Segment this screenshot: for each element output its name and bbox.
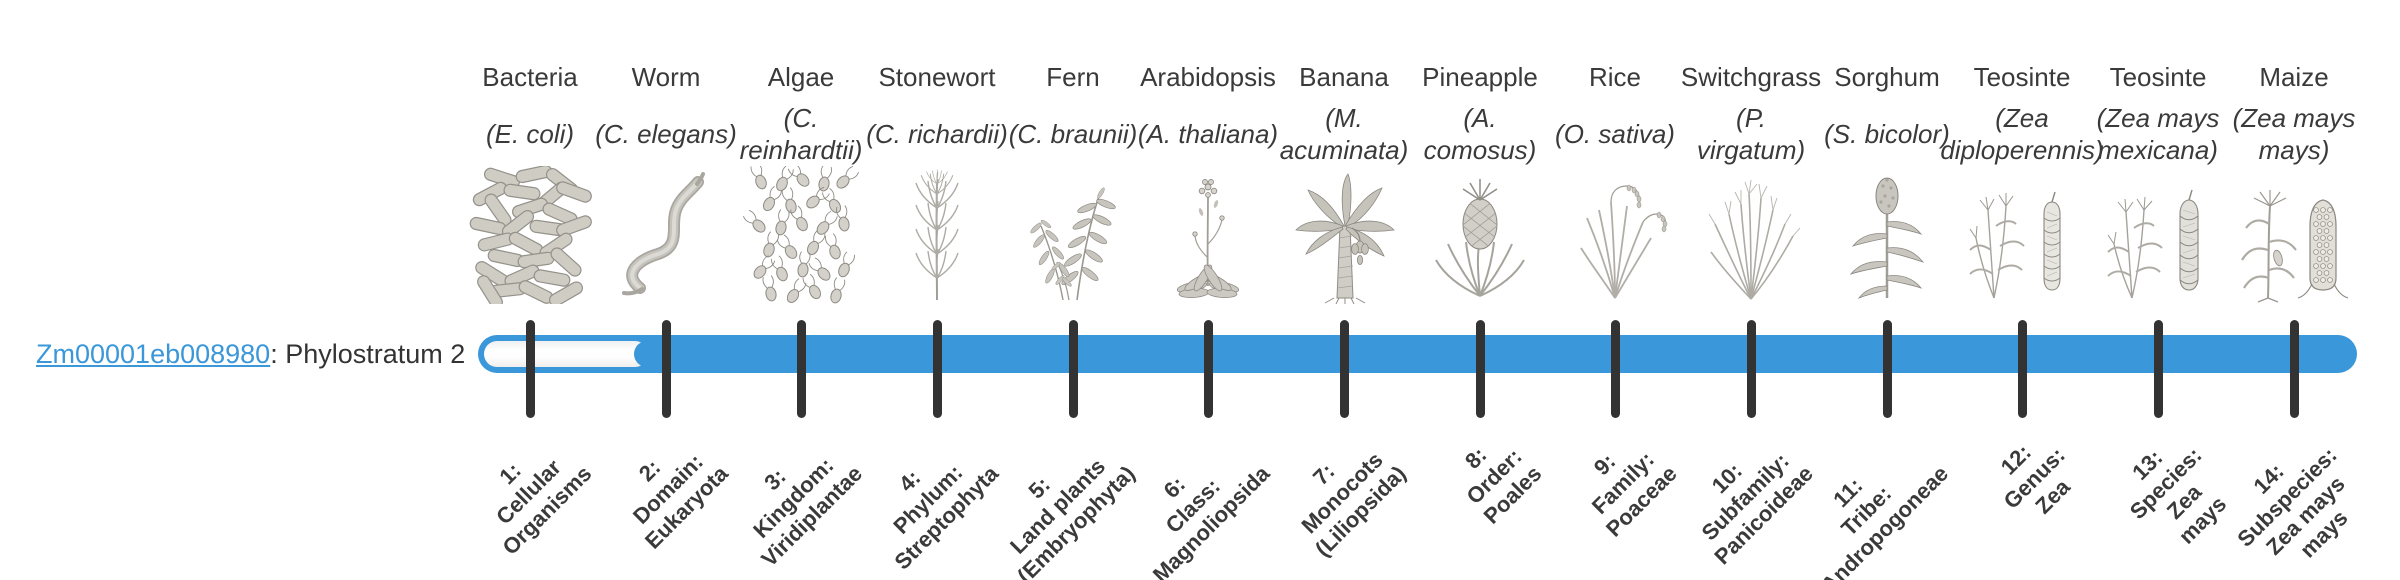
phylostrata-bar	[478, 335, 2357, 373]
organism-common-name: Banana	[1299, 62, 1389, 92]
organism-scientific-name: (C. elegans)	[595, 118, 737, 149]
organism-scientific-name: (Zea mays mexicana)	[2096, 102, 2220, 166]
organism-common-name: Rice	[1588, 62, 1641, 92]
rice-icon	[1580, 184, 1668, 299]
phylostratum-tick	[1882, 320, 1892, 418]
stratum-label: 14: Subspecies: Zea mays mays	[2232, 442, 2353, 563]
organism-common-name: Algae	[767, 62, 835, 92]
phylostratum-tick	[1068, 320, 1078, 418]
stratum-label: 13: Species: Zea mays	[2124, 442, 2231, 549]
phylostratum-tick	[796, 320, 806, 418]
organism-scientific-name: (O. sativa)	[1555, 118, 1675, 149]
organism-scientific-name: (M. acuminata)	[1279, 102, 1409, 166]
organism-common-name: Stonewort	[878, 62, 996, 92]
organism-icon-box	[1960, 164, 2084, 304]
bar-filled-segment	[634, 341, 2351, 367]
organism-scientific-name: (E. coli)	[485, 118, 575, 149]
organism-scientific-name: (P. virgatum)	[1696, 102, 1806, 166]
organism-icon-box	[1146, 164, 1270, 304]
fern-icon	[1029, 186, 1117, 301]
organism-common-name: Sorghum	[1834, 62, 1940, 92]
organism-icon-box	[604, 164, 728, 304]
arabidopsis-icon	[1175, 179, 1241, 299]
phylostratum-tick	[2017, 320, 2027, 418]
organism-icon-box	[2232, 164, 2356, 304]
stratum-label: 1: Cellular Organisms	[491, 454, 597, 560]
teosinte-icon	[2107, 189, 2199, 299]
organism-scientific-name: (Zea diploperennis)	[1940, 102, 2104, 166]
organism-icon-box	[875, 164, 999, 304]
organism-icon-box	[2096, 164, 2220, 304]
organism-scientific-name: (C. richardii)	[866, 118, 1008, 149]
organism-scientific-name: (Zea mays mays)	[2232, 102, 2356, 166]
organism-scientific-name: (S. bicolor)	[1824, 118, 1950, 149]
organism-icon-box	[1011, 164, 1135, 304]
phylostratum-tick	[661, 320, 671, 418]
pineapple-icon	[1435, 179, 1525, 297]
organism-common-name: Bacteria	[482, 62, 578, 92]
organism-common-name: Pineapple	[1422, 62, 1538, 92]
stratum-label: 12: Genus: Zea	[1995, 439, 2075, 519]
organism-icon-box	[1418, 164, 1542, 304]
stratum-label: 11: Tribe: Andropogoneae	[1816, 460, 1954, 580]
organism-icon-box	[1825, 164, 1949, 304]
phylostratum-tick	[1746, 320, 1756, 418]
stratum-label: 4: Phylum: Streptophyta	[888, 459, 1004, 575]
banana-icon	[1295, 173, 1395, 304]
stratum-label: 2: Domain: Eukaryota	[627, 448, 733, 554]
phylostratum-tick	[1610, 320, 1620, 418]
organism-common-name: Fern	[1046, 62, 1100, 92]
gene-label: Zm00001eb008980: Phylostratum 2	[36, 334, 465, 374]
phylostratum-tick	[525, 320, 535, 418]
phylostratum-tick	[932, 320, 942, 418]
organism-common-name: Arabidopsis	[1140, 62, 1276, 92]
algae-icon	[742, 166, 860, 304]
stonewort-icon	[915, 169, 959, 301]
phylostratum-tick	[2289, 320, 2299, 418]
stratum-label: 5: Land plants (Embryophyta)	[1004, 453, 1140, 580]
worm-icon	[622, 172, 705, 296]
organism-scientific-name: (C. braunii)	[1008, 118, 1138, 149]
bacteria-icon	[468, 166, 592, 304]
organism-icon-box	[739, 164, 863, 304]
maize-icon	[2241, 190, 2349, 303]
gene-link[interactable]: Zm00001eb008980	[36, 338, 271, 369]
stratum-label: 7: Monocots (Liliopsida)	[1296, 447, 1411, 562]
teosinte-icon	[1969, 191, 2061, 299]
phylostratum-tick	[1339, 320, 1349, 418]
switchgrass-icon	[1708, 179, 1801, 300]
phylostratum-tick	[1475, 320, 1485, 418]
organism-icon-box	[1553, 164, 1677, 304]
gene-phylostratum-text: : Phylostratum 2	[270, 338, 466, 369]
sorghum-icon	[1849, 177, 1925, 299]
stratum-label: 6: Class: Magnoliopsida	[1147, 460, 1275, 580]
organism-common-name: Switchgrass	[1680, 62, 1822, 92]
organism-common-name: Maize	[2259, 62, 2329, 92]
stratum-label: 9: Family: Poaceae	[1586, 446, 1682, 542]
phylostratum-tick	[1203, 320, 1213, 418]
organism-icon-box	[1282, 164, 1406, 304]
stratum-label: 3: Kingdom: Viridiplantae	[748, 452, 868, 572]
organism-icon-box	[1689, 164, 1813, 304]
organism-scientific-name: (C. reinhardtii)	[739, 102, 863, 166]
phylostratum-tick	[2153, 320, 2163, 418]
organism-common-name: Teosinte	[2109, 62, 2207, 92]
organism-icon-box	[468, 164, 592, 304]
stratum-label: 8: Order: Poales	[1460, 442, 1547, 529]
organism-common-name: Worm	[631, 62, 701, 92]
bar-unfilled-segment	[484, 341, 648, 367]
organism-common-name: Teosinte	[1973, 62, 2071, 92]
organism-scientific-name: (A. comosus)	[1423, 102, 1537, 166]
organism-scientific-name: (A. thaliana)	[1137, 118, 1279, 149]
